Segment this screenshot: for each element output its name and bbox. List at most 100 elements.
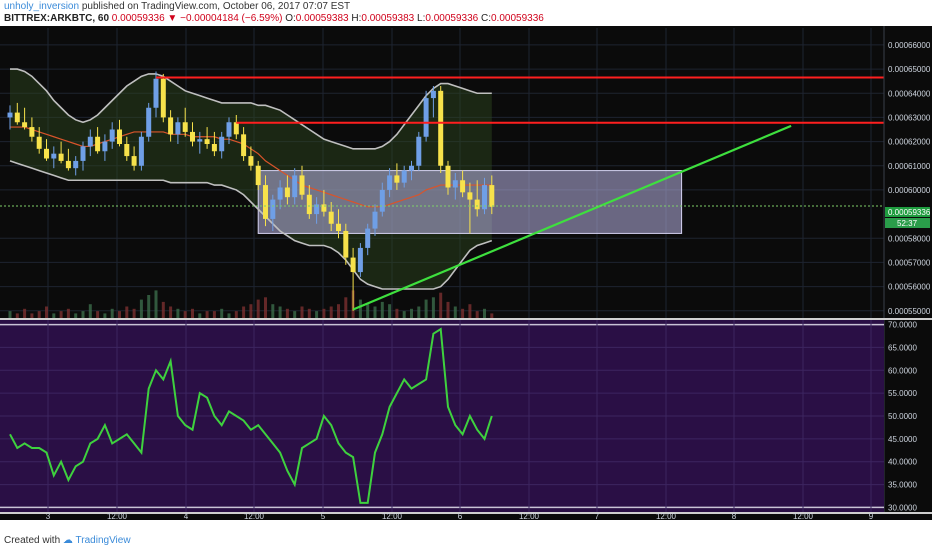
candle-body[interactable] (233, 122, 239, 135)
candle-body[interactable] (423, 98, 429, 137)
candle-body[interactable] (29, 127, 35, 137)
candle-body[interactable] (336, 223, 341, 231)
price-axis-bg (884, 26, 932, 320)
candle-body[interactable] (160, 78, 166, 118)
candle-body[interactable] (65, 160, 71, 169)
candle-body[interactable] (102, 141, 108, 152)
candle-body[interactable] (80, 146, 86, 161)
candle-body[interactable] (182, 122, 188, 132)
volume-bar (118, 311, 121, 318)
candle-body[interactable] (489, 185, 495, 207)
candle-body[interactable] (255, 165, 261, 186)
volume-bar (483, 308, 486, 318)
volume-bar (461, 308, 465, 318)
candle-body[interactable] (219, 136, 225, 152)
candle-body[interactable] (277, 187, 283, 200)
candle-body[interactable] (430, 90, 436, 99)
candle-body[interactable] (131, 156, 137, 166)
candle-body[interactable] (138, 136, 144, 166)
time-tick-label: 4 (184, 512, 189, 520)
candle-body[interactable] (328, 211, 334, 224)
candle-body[interactable] (226, 122, 232, 137)
candle-body[interactable] (117, 129, 122, 145)
price-panel[interactable]: 0.00066000 0.00065000 0.00064000 0.00063000… (0, 26, 932, 514)
candle-body[interactable] (387, 175, 393, 190)
candle-body[interactable] (22, 122, 28, 128)
volume-bar (344, 297, 348, 318)
rsi-tick-label: 45.0000 (888, 435, 917, 444)
ohlc-legend: BITTREX:ARKBTC, 60 0.00059336 ▼ −0.00004… (4, 13, 544, 24)
volume-bar (490, 313, 494, 318)
candle-body[interactable] (460, 180, 466, 193)
candle-body[interactable] (306, 194, 312, 215)
candle-body[interactable] (467, 192, 473, 200)
candle-body[interactable] (416, 136, 422, 166)
candle-body[interactable] (365, 228, 371, 248)
candle-body[interactable] (394, 175, 400, 183)
candle-body[interactable] (372, 211, 378, 229)
volume-bar (191, 308, 194, 318)
candle-body[interactable] (263, 185, 268, 219)
candle-body[interactable] (452, 180, 458, 188)
candle-body[interactable] (153, 78, 159, 108)
volume-bar (30, 313, 34, 318)
candle-body[interactable] (95, 136, 101, 152)
open-value: 0.00059383 (295, 13, 349, 24)
candle-body[interactable] (51, 153, 57, 159)
candle-body[interactable] (343, 231, 349, 258)
candle-body[interactable] (482, 185, 487, 210)
candle-body[interactable] (350, 257, 356, 273)
tradingview-link[interactable]: TradingView (75, 535, 131, 546)
time-tick-label: 12:00 (519, 512, 540, 520)
candle-body[interactable] (357, 247, 363, 273)
candle-body[interactable] (379, 189, 385, 212)
candle-body[interactable] (474, 199, 480, 210)
candle-body[interactable] (299, 175, 305, 195)
candle-body[interactable] (211, 144, 217, 152)
time-axis[interactable]: 3 12:00 4 12:00 5 12:00 6 12:00 7 12:00 8 12:00 9 (0, 512, 932, 520)
symbol-label[interactable]: BITTREX:ARKBTC, 60 (4, 13, 110, 24)
candle-body[interactable] (241, 134, 247, 157)
candle-body[interactable] (7, 112, 13, 118)
volume-bar (169, 306, 173, 318)
volume-bar (205, 311, 209, 318)
volume-bar (234, 311, 238, 318)
chart-area[interactable]: 0.00066000 0.00065000 0.00064000 0.00063000… (0, 26, 932, 520)
candle-body[interactable] (401, 170, 407, 183)
candle-body[interactable] (175, 122, 181, 135)
price-tick-label: 0.00060000 (888, 186, 931, 195)
candle-body[interactable] (58, 153, 64, 161)
candle-body[interactable] (204, 139, 210, 144)
candle-body[interactable] (321, 204, 327, 212)
time-tick-label: 5 (321, 512, 326, 520)
candle-body[interactable] (14, 112, 20, 123)
bollinger-upper-line (10, 68, 492, 150)
candle-body[interactable] (270, 199, 276, 219)
rsi-panel[interactable]: 70.0000 65.0000 60.0000 55.0000 50.0000 45.00… (0, 320, 917, 512)
volume-bar (81, 311, 85, 318)
candle-body[interactable] (438, 90, 444, 166)
volume-bar (278, 306, 282, 318)
candle-body[interactable] (314, 204, 320, 215)
candle-body[interactable] (73, 160, 79, 169)
candle-body[interactable] (197, 139, 203, 142)
rsi-line[interactable] (9, 327, 493, 504)
author-link[interactable]: unholy_inversion (4, 1, 80, 12)
candle-body[interactable] (87, 136, 93, 147)
publish-info: unholy_inversion published on TradingVie… (4, 1, 350, 12)
low-label: L: (417, 13, 426, 24)
candle-body[interactable] (146, 107, 152, 137)
candle-body[interactable] (284, 187, 290, 198)
footer: Created with ☁ TradingView (4, 535, 131, 546)
trend-line[interactable] (352, 124, 792, 311)
candle-body[interactable] (168, 117, 174, 135)
candle-body[interactable] (44, 148, 49, 159)
candle-body[interactable] (109, 129, 115, 142)
candle-body[interactable] (190, 131, 195, 142)
candle-body[interactable] (292, 175, 298, 198)
candle-body[interactable] (36, 136, 42, 149)
candle-body[interactable] (248, 156, 254, 166)
candle-body[interactable] (124, 144, 130, 157)
candle-body[interactable] (445, 165, 451, 188)
candle-body[interactable] (409, 165, 414, 171)
